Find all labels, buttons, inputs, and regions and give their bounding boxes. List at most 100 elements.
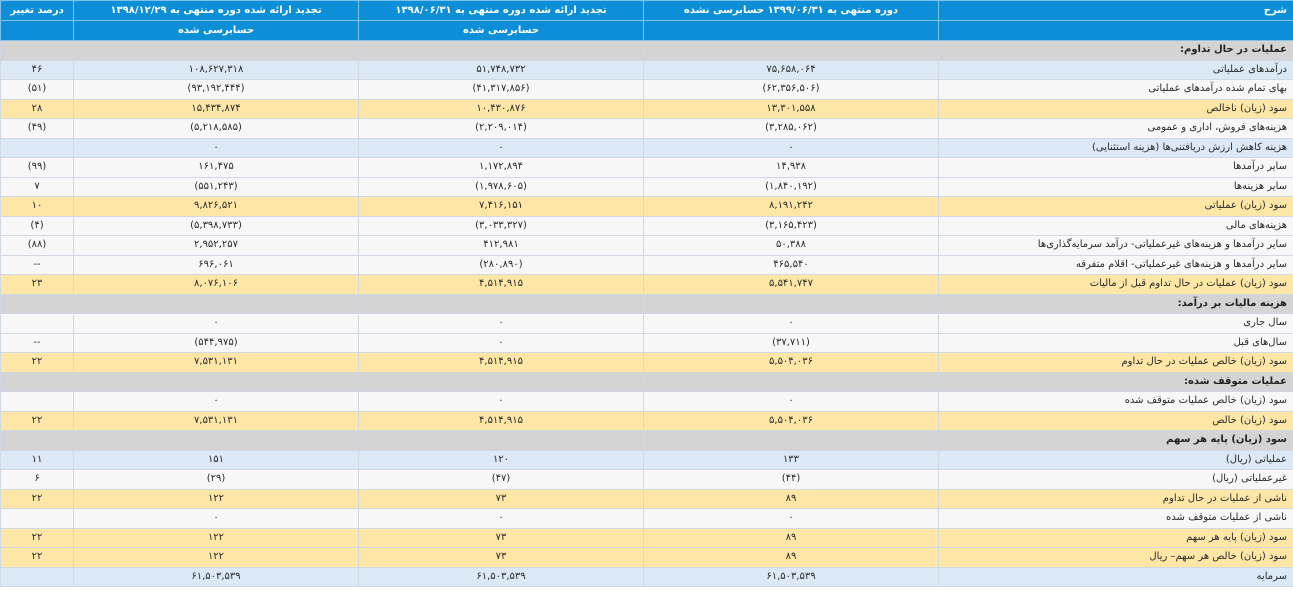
row-value-period-3: ۷,۵۳۱,۱۳۱ (73, 410, 359, 431)
row-change-percent: ۱۱ (0, 449, 74, 470)
table-row: هزینه‌های مالی (۳,۱۶۵,۴۲۳) (۳,۰۳۳,۳۲۷) (۵,۳… (0, 215, 1293, 236)
row-value-period-3 (73, 293, 359, 314)
header-period-2: تجدید ارائه شده دوره منتهی به ۱۳۹۸/۰۶/۳۱ (358, 0, 644, 21)
row-value-period-1: (۴۴) (643, 469, 939, 490)
row-value-period-2: ۷۳ (358, 488, 644, 509)
row-description: سایر درآمدها و هزینه‌های غیرعملیاتی- اقل… (938, 254, 1293, 275)
row-value-period-3: ۱۲۲ (73, 488, 359, 509)
row-value-period-2: ۰ (358, 508, 644, 529)
row-value-period-2 (358, 371, 644, 392)
row-value-period-2 (358, 430, 644, 451)
row-description: غیرعملیاتی (ریال) (938, 469, 1293, 490)
row-value-period-2: ۷۳ (358, 527, 644, 548)
table-row: سود (زیان) خالص عملیات متوقف شده ۰ ۰ ۰ (0, 391, 1293, 412)
row-value-period-3: (۵۵۱,۲۴۳) (73, 176, 359, 197)
row-change-percent: (۴۹) (0, 118, 74, 139)
row-value-period-3: ۹,۸۲۶,۵۲۱ (73, 196, 359, 217)
row-value-period-1: (۱,۸۴۰,۱۹۲) (643, 176, 939, 197)
row-value-period-1: ۰ (643, 137, 939, 158)
table-row: سود (زیان) خالص ۵,۵۰۴,۰۳۶ ۴,۵۱۴,۹۱۵ ۷,۵۳۱,۱… (0, 410, 1293, 431)
header-period-3-sub: حسابرسی شده (73, 20, 359, 41)
table-row: سال‌های قبل (۳۷,۷۱۱) ۰ (۵۴۴,۹۷۵) -- (0, 332, 1293, 353)
header-description: شرح (938, 0, 1293, 21)
row-value-period-1: (۳۷,۷۱۱) (643, 332, 939, 353)
row-value-period-1: ۵۰,۳۸۸ (643, 235, 939, 256)
table-row: سود (زیان) خالص عملیات در حال تداوم ۵,۵۰۴… (0, 352, 1293, 373)
row-change-percent (0, 293, 74, 314)
row-change-percent (0, 40, 74, 61)
row-change-percent: (۸۸) (0, 235, 74, 256)
row-value-period-1: ۷۵,۶۵۸,۰۶۴ (643, 59, 939, 80)
row-description: سود (زیان) خالص عملیات متوقف شده (938, 391, 1293, 412)
section-header-row: هزینه مالیات بر درآمد: (0, 293, 1293, 314)
row-description: سایر هزینه‌ها (938, 176, 1293, 197)
row-value-period-1 (643, 430, 939, 451)
row-change-percent: ۱۰ (0, 196, 74, 217)
row-change-percent (0, 430, 74, 451)
row-value-period-1: ۸۹ (643, 488, 939, 509)
row-value-period-1: ۵,۵۴۱,۷۴۷ (643, 274, 939, 295)
row-value-period-3: ۱۶۱,۴۷۵ (73, 157, 359, 178)
row-description: سود (زیان) خالص (938, 410, 1293, 431)
row-change-percent: ۴۶ (0, 59, 74, 80)
row-description: سایر درآمدها (938, 157, 1293, 178)
header-period-3: تجدید ارائه شده دوره منتهی به ۱۳۹۸/۱۲/۲۹ (73, 0, 359, 21)
row-value-period-3: (۹۳,۱۹۲,۴۴۴) (73, 79, 359, 100)
row-value-period-2: ۰ (358, 332, 644, 353)
table-row: هزینه‌های فروش، اداری و عمومی (۳,۲۸۵,۰۶۲)… (0, 118, 1293, 139)
table-row: ناشی از عملیات متوقف شده ۰ ۰ ۰ (0, 508, 1293, 529)
row-description: هزینه مالیات بر درآمد: (938, 293, 1293, 314)
row-value-period-2: ۱۰,۴۳۰,۸۷۶ (358, 98, 644, 119)
row-value-period-1: ۱۳,۳۰۱,۵۵۸ (643, 98, 939, 119)
row-value-period-1: ۸۹ (643, 527, 939, 548)
row-value-period-2: ۰ (358, 391, 644, 412)
row-change-percent: (۵۱) (0, 79, 74, 100)
row-value-period-2: (۳,۰۳۳,۳۲۷) (358, 215, 644, 236)
row-value-period-1: ۶۱,۵۰۳,۵۳۹ (643, 566, 939, 587)
row-description: سود (زیان) ناخالص (938, 98, 1293, 119)
row-value-period-3: ۲,۹۵۲,۲۵۷ (73, 235, 359, 256)
row-description: عملیات متوقف شده: (938, 371, 1293, 392)
row-description: سایر درآمدها و هزینه‌های غیرعملیاتی- درآ… (938, 235, 1293, 256)
table-row: سایر درآمدها ۱۴,۹۳۸ ۱,۱۷۲,۸۹۴ ۱۶۱,۴۷۵ (۹۹) (0, 157, 1293, 178)
row-value-period-3: ۱۵۱ (73, 449, 359, 470)
row-value-period-3: ۰ (73, 391, 359, 412)
row-change-percent: ۲۳ (0, 274, 74, 295)
row-value-period-1 (643, 293, 939, 314)
header-period-2-sub: حسابرسی شده (358, 20, 644, 41)
row-value-period-3: (۵,۲۱۸,۵۸۵) (73, 118, 359, 139)
row-value-period-3: ۰ (73, 137, 359, 158)
row-description: عملیات در حال تداوم: (938, 40, 1293, 61)
table-row: درآمدهای عملیاتی ۷۵,۶۵۸,۰۶۴ ۵۱,۷۴۸,۷۳۲ ۱۰۸,… (0, 59, 1293, 80)
row-value-period-2: ۶۱,۵۰۳,۵۳۹ (358, 566, 644, 587)
row-value-period-2: ۵۱,۷۴۸,۷۳۲ (358, 59, 644, 80)
section-header-row: سود (زیان) پایه هر سهم (0, 430, 1293, 451)
row-value-period-3 (73, 40, 359, 61)
row-description: سال‌های قبل (938, 332, 1293, 353)
row-change-percent: ۲۸ (0, 98, 74, 119)
row-value-period-3: ۱۲۲ (73, 547, 359, 568)
row-change-percent: (۴) (0, 215, 74, 236)
row-value-period-2: (۱,۹۷۸,۶۰۵) (358, 176, 644, 197)
row-description: سود (زیان) عملیاتی (938, 196, 1293, 217)
table-row: سال جاری ۰ ۰ ۰ (0, 313, 1293, 334)
row-value-period-1: ۱۴,۹۳۸ (643, 157, 939, 178)
row-description: سود (زیان) عملیات در حال تداوم قبل از ما… (938, 274, 1293, 295)
row-value-period-2: ۴۱۲,۹۸۱ (358, 235, 644, 256)
row-description: سود (زیان) پایه هر سهم (938, 430, 1293, 451)
row-value-period-3: ۶۱,۵۰۳,۵۳۹ (73, 566, 359, 587)
table-row: سود (زیان) خالص هر سهم– ریال ۸۹ ۷۳ ۱۲۲ ۲۲ (0, 547, 1293, 568)
table-body: عملیات در حال تداوم: درآمدهای عملیاتی ۷۵,۶… (0, 40, 1293, 587)
row-value-period-2: ۰ (358, 137, 644, 158)
row-value-period-2: (۲,۲۰۹,۰۱۴) (358, 118, 644, 139)
row-value-period-2 (358, 293, 644, 314)
row-value-period-1 (643, 371, 939, 392)
row-value-period-3: ۱۰۸,۶۲۷,۳۱۸ (73, 59, 359, 80)
row-value-period-2: ۴,۵۱۴,۹۱۵ (358, 352, 644, 373)
row-value-period-1: ۱۳۳ (643, 449, 939, 470)
header-change-sub (0, 20, 74, 41)
table-row: سود (زیان) عملیات در حال تداوم قبل از ما… (0, 274, 1293, 295)
row-change-percent: -- (0, 332, 74, 353)
row-value-period-2 (358, 40, 644, 61)
